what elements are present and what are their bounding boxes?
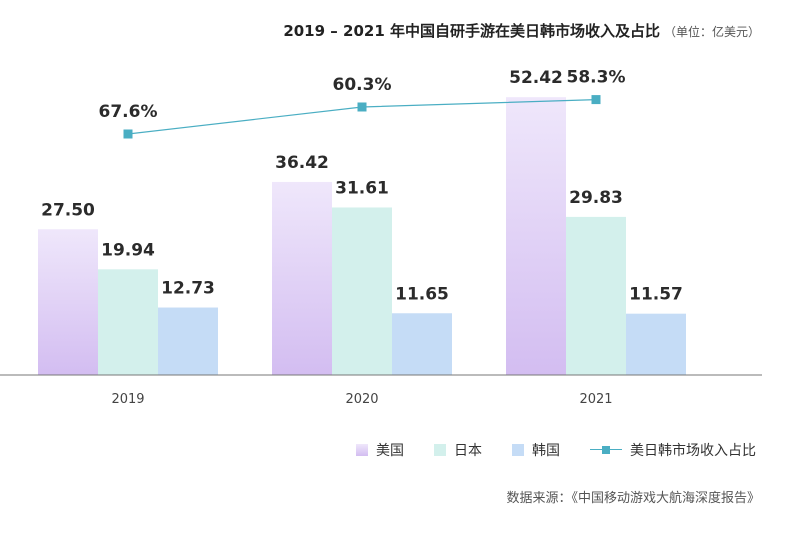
legend-swatch-jp: [434, 444, 446, 456]
data-label-us-2021: 52.42: [509, 68, 563, 88]
bar-us-2021: [506, 97, 566, 375]
legend-item-jp: 日本: [434, 440, 482, 460]
data-label-kr-2020: 11.65: [395, 284, 449, 304]
legend-swatch-kr: [512, 444, 524, 456]
chart-plot: 27.50 19.94 12.73 2019 36.42 31.61 11.65 2020 52…: [0, 68, 762, 407]
chart-unit: （单位：亿美元）: [663, 25, 760, 39]
data-label-jp-2021: 29.83: [569, 188, 623, 208]
data-label-us-2019: 27.50: [41, 200, 95, 220]
chart-legend: 美国 日本 韩国 美日韩市场收入占比: [356, 440, 756, 460]
bar-jp-2019: [98, 269, 158, 375]
bar-jp-2021: [566, 216, 626, 375]
bar-kr-2019: [158, 307, 218, 375]
share-label-2021: 58.3%: [567, 68, 626, 88]
data-label-jp-2020: 31.61: [335, 178, 389, 198]
legend-label-kr: 韩国: [532, 443, 560, 459]
bar-us-2020: [272, 181, 332, 375]
bar-us-2019: [38, 229, 98, 375]
bar-kr-2020: [392, 313, 452, 375]
chart-title: 2019 – 2021 年中国自研手游在美日韩市场收入及占比: [283, 22, 660, 40]
legend-label-share: 美日韩市场收入占比: [630, 443, 756, 459]
bar-kr-2021: [626, 313, 686, 375]
data-label-us-2020: 36.42: [275, 153, 329, 173]
bar-jp-2020: [332, 207, 392, 375]
share-point-2021: [591, 95, 601, 105]
x-tick-label-2020: 2020: [345, 392, 378, 407]
source-note: 数据来源：《中国移动游戏大航海深度报告》: [506, 491, 760, 506]
data-label-jp-2019: 19.94: [101, 240, 155, 260]
legend-swatch-us: [356, 444, 368, 456]
chart-title-area: 2019 – 2021 年中国自研手游在美日韩市场收入及占比 （单位：亿美元）: [283, 20, 760, 41]
legend-label-jp: 日本: [454, 443, 482, 459]
legend-label-us: 美国: [376, 443, 404, 459]
legend-item-share: 美日韩市场收入占比: [590, 440, 756, 460]
data-label-kr-2021: 11.57: [629, 285, 683, 305]
legend-swatch-share: [590, 445, 622, 455]
legend-item-us: 美国: [356, 440, 404, 460]
share-point-2020: [357, 102, 367, 112]
share-point-2019: [123, 129, 133, 139]
share-label-2019: 67.6%: [99, 102, 158, 122]
x-tick-label-2019: 2019: [111, 392, 144, 407]
data-label-kr-2019: 12.73: [161, 279, 215, 299]
share-label-2020: 60.3%: [333, 75, 392, 95]
x-tick-label-2021: 2021: [579, 392, 612, 407]
legend-item-kr: 韩国: [512, 440, 560, 460]
